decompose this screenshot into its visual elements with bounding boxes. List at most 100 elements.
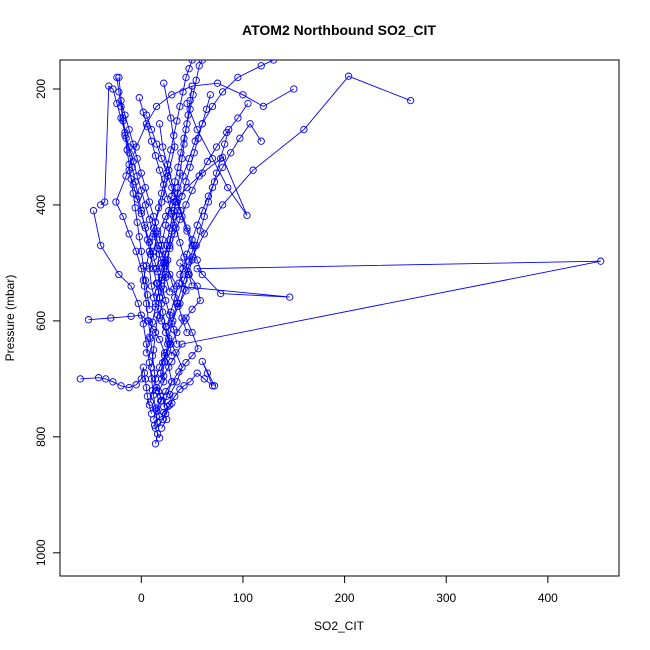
data-point <box>212 143 221 151</box>
data-point <box>174 207 182 215</box>
data-point <box>208 102 217 111</box>
data-point <box>142 111 151 119</box>
data-point <box>171 392 179 400</box>
data-point <box>188 236 196 244</box>
data-point <box>163 169 171 177</box>
data-point <box>243 211 251 220</box>
data-point <box>97 201 105 209</box>
data-point <box>150 369 159 377</box>
data-point <box>152 102 161 111</box>
data-point <box>102 375 110 383</box>
data-point <box>137 209 145 218</box>
data-point <box>117 382 125 390</box>
data-point <box>194 345 202 353</box>
data-point <box>174 299 182 308</box>
data-point <box>167 308 175 316</box>
data-point <box>204 192 213 200</box>
data-point <box>152 140 161 148</box>
data-point <box>140 369 149 377</box>
data-point <box>203 157 212 166</box>
data-point <box>148 318 157 326</box>
data-point <box>186 163 194 171</box>
data-point <box>168 352 176 360</box>
data-point <box>153 279 162 287</box>
data-point <box>145 247 154 255</box>
data-point <box>192 241 200 250</box>
data-point <box>173 117 181 125</box>
data-point <box>198 120 206 128</box>
data-point <box>151 152 160 160</box>
data-point <box>159 236 167 244</box>
data-point <box>162 410 170 418</box>
data-point <box>198 357 206 366</box>
data-point <box>141 276 150 284</box>
data-point <box>286 293 294 301</box>
data-point <box>193 221 201 229</box>
data-point <box>182 178 190 186</box>
data-point <box>176 259 184 267</box>
data-point <box>244 99 252 108</box>
data-point <box>175 368 183 376</box>
data-point <box>176 299 184 308</box>
data-point <box>159 308 167 316</box>
y-tick-label: 600 <box>34 311 48 331</box>
data-point <box>170 131 178 140</box>
data-point <box>257 62 265 70</box>
data-point <box>167 146 175 154</box>
data-point <box>166 241 174 250</box>
data-point <box>125 383 133 392</box>
data-point <box>183 328 191 337</box>
data-point <box>147 375 156 383</box>
data-point <box>208 382 217 390</box>
data-point <box>186 96 194 105</box>
data-point <box>142 340 151 348</box>
data-point <box>94 374 103 382</box>
data-point <box>155 335 164 344</box>
data-point <box>131 204 139 212</box>
data-point <box>218 201 227 209</box>
data-point <box>176 102 184 111</box>
data-point <box>194 134 202 142</box>
data-point <box>146 334 155 342</box>
data-point <box>188 256 196 264</box>
data-point <box>200 212 208 221</box>
data-point <box>170 325 178 334</box>
series-line <box>153 94 211 298</box>
plot-area <box>59 59 620 577</box>
data-point <box>156 397 165 405</box>
data-point <box>259 102 267 111</box>
x-tick-label: 400 <box>538 591 558 605</box>
y-tick-label: 800 <box>34 427 48 447</box>
data-point <box>144 317 153 325</box>
series-line <box>142 60 193 281</box>
data-point <box>182 201 190 209</box>
data-point <box>142 299 151 308</box>
data-point <box>344 72 353 80</box>
data-point <box>162 328 170 337</box>
data-point <box>141 201 150 209</box>
data-point <box>186 105 194 113</box>
data-point <box>152 386 161 395</box>
data-point <box>134 299 142 308</box>
data-point <box>162 221 170 229</box>
data-point <box>142 349 151 357</box>
series-layer <box>76 60 605 448</box>
x-tick-label: 300 <box>436 591 456 605</box>
data-point <box>127 175 135 183</box>
data-point <box>148 386 157 395</box>
data-point <box>184 267 192 276</box>
data-point <box>180 140 188 148</box>
data-point <box>141 224 150 232</box>
data-point <box>180 285 188 293</box>
data-point <box>168 183 176 192</box>
data-point <box>234 114 242 122</box>
data-point <box>160 408 168 417</box>
data-point <box>125 230 133 238</box>
data-point <box>185 65 193 73</box>
data-point <box>160 79 168 87</box>
data-point <box>176 238 184 247</box>
data-point <box>149 294 158 302</box>
data-point <box>165 337 173 345</box>
data-point <box>216 289 225 298</box>
data-point <box>168 399 176 407</box>
